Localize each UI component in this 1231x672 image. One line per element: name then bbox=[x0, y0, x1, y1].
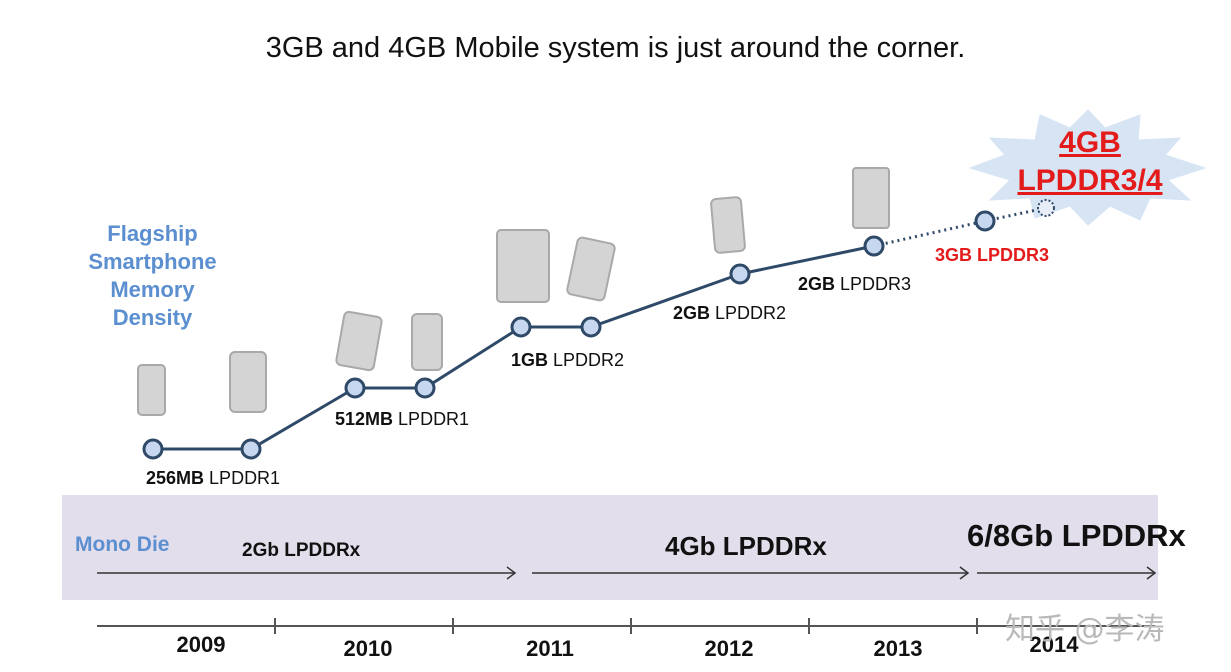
point-label-512mb: 512MB LPDDR1 bbox=[335, 409, 470, 429]
density-point bbox=[142, 438, 164, 460]
density-point bbox=[510, 316, 532, 338]
callout-4gb: 4GB LPDDR3/4 bbox=[990, 124, 1190, 200]
density-nodes bbox=[142, 199, 1055, 460]
density-point bbox=[974, 210, 996, 232]
phone-icon bbox=[137, 364, 166, 416]
density-segment bbox=[250, 386, 356, 451]
year-label: 2009 bbox=[176, 632, 226, 657]
density-line bbox=[153, 206, 1047, 451]
phone-icon bbox=[229, 351, 267, 413]
density-segment bbox=[590, 272, 741, 329]
y-axis-label-line: Memory bbox=[110, 277, 195, 302]
arrowhead bbox=[959, 566, 970, 580]
starburst-shape bbox=[968, 109, 1207, 226]
density-segment bbox=[984, 206, 1047, 223]
phone-icon bbox=[411, 313, 443, 371]
density-point bbox=[344, 377, 366, 399]
year-label: 2012 bbox=[704, 636, 754, 661]
phone-icon bbox=[566, 236, 616, 302]
density-point bbox=[729, 263, 751, 285]
mono-die-label: Mono Die bbox=[75, 533, 170, 556]
density-point bbox=[863, 235, 885, 257]
tablet-icon bbox=[496, 229, 550, 303]
die-4gb-label: 4Gb LPDDRx bbox=[665, 531, 827, 561]
density-segment bbox=[424, 325, 522, 390]
density-point bbox=[414, 377, 436, 399]
phone-icon bbox=[852, 167, 890, 229]
density-point bbox=[240, 438, 262, 460]
point-label-1gb: 1GB LPDDR2 bbox=[511, 350, 625, 370]
year-label: 2010 bbox=[343, 636, 393, 661]
callout-line: LPDDR3/4 bbox=[1017, 164, 1163, 197]
arrowhead bbox=[506, 566, 517, 580]
watermark: 知乎 @李涛 bbox=[1005, 612, 1165, 647]
phone-icon bbox=[335, 310, 383, 372]
die-arrows bbox=[97, 566, 1157, 580]
point-label-256mb: 256MB LPDDR1 bbox=[146, 468, 281, 488]
y-axis-label-line: Density bbox=[112, 305, 193, 330]
density-segment bbox=[873, 219, 986, 248]
point-label-2gb-lpddr3: 2GB LPDDR3 bbox=[798, 274, 912, 294]
callout-line: 4GB bbox=[1059, 126, 1121, 159]
slide-title: 3GB and 4GB Mobile system is just around… bbox=[265, 32, 966, 64]
density-point bbox=[1037, 199, 1055, 217]
arrowhead bbox=[1146, 566, 1157, 580]
y-axis-label: Flagship Smartphone Memory Density bbox=[60, 220, 245, 332]
year-axis bbox=[97, 618, 1155, 634]
density-point bbox=[580, 316, 602, 338]
point-label-2gb-lpddr2: 2GB LPDDR2 bbox=[673, 303, 787, 323]
die-2gb-label: 2Gb LPDDRx bbox=[242, 540, 361, 561]
density-segment bbox=[739, 244, 875, 276]
year-label: 2011 bbox=[526, 636, 574, 661]
year-label: 2013 bbox=[873, 636, 923, 661]
year-label: 2014 bbox=[1029, 632, 1079, 657]
die-8gb-label: 6/8Gb LPDDRx bbox=[967, 518, 1186, 553]
phone-icon bbox=[710, 196, 746, 254]
point-label-3gb: 3GB LPDDR3 bbox=[935, 245, 1050, 265]
y-axis-label-line: Flagship bbox=[107, 221, 198, 246]
phone-images bbox=[137, 167, 890, 416]
y-axis-label-line: Smartphone bbox=[88, 249, 217, 274]
